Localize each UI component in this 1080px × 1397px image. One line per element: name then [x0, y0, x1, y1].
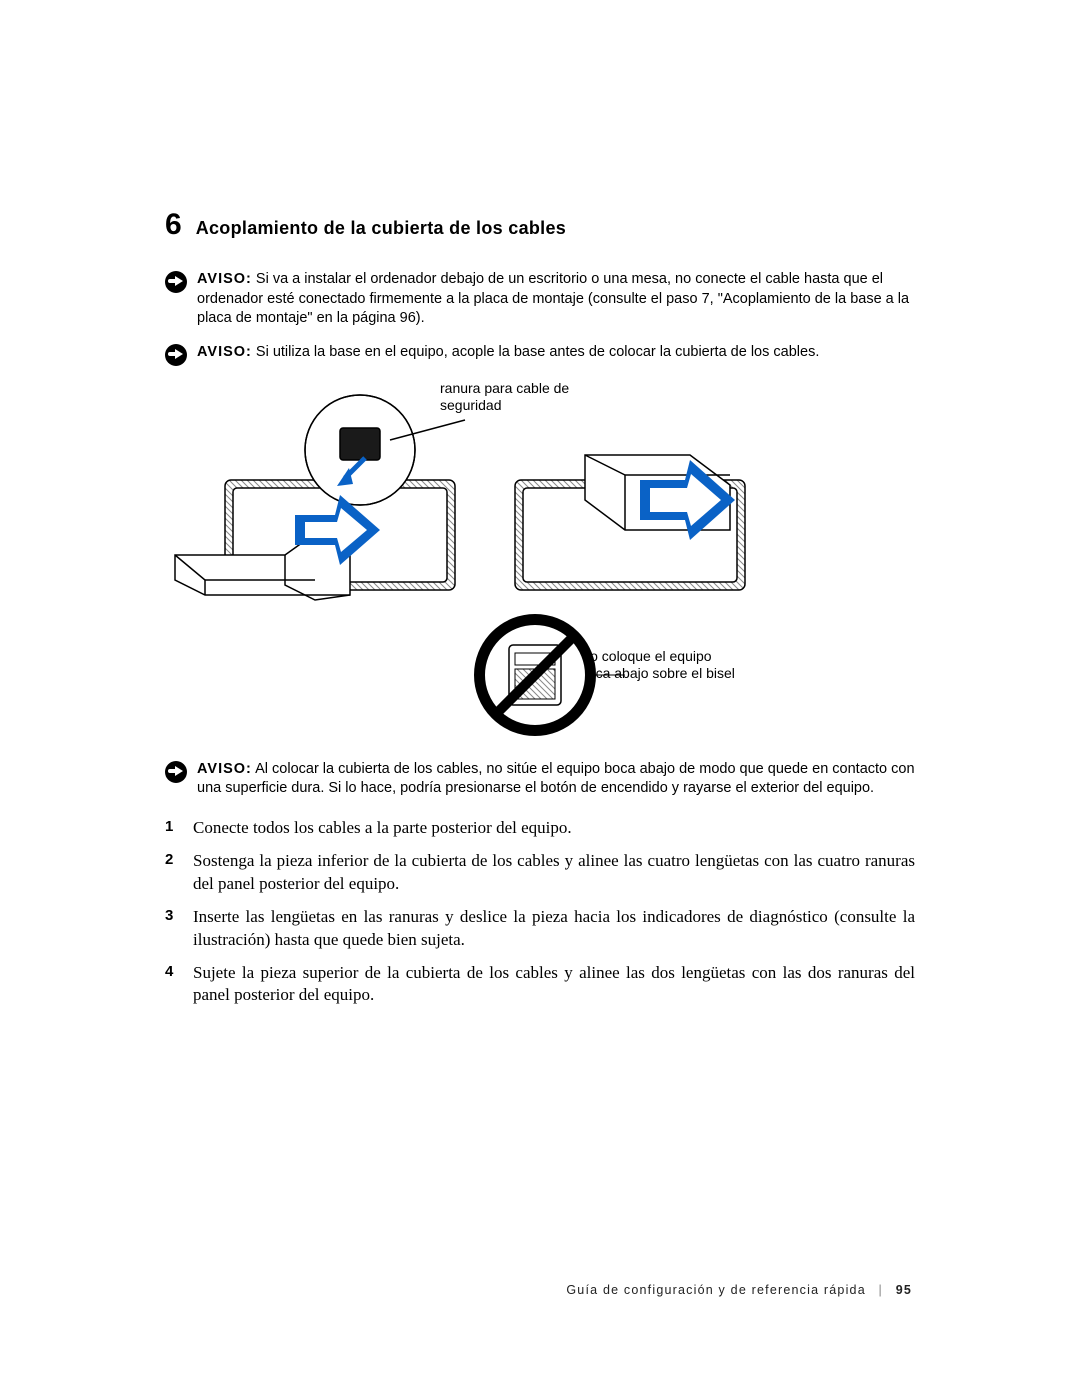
- notice-text: AVISO: Al colocar la cubierta de los cab…: [197, 760, 915, 799]
- list-number: 2: [165, 850, 193, 896]
- footer-separator: |: [879, 1283, 883, 1297]
- ordered-steps: 1 Conecte todos los cables a la parte po…: [165, 817, 915, 1008]
- list-number: 4: [165, 962, 193, 1008]
- footer-text: Guía de configuración y de referencia rá…: [566, 1283, 865, 1297]
- arrow-right-icon: [165, 761, 187, 783]
- step-header: 6 Acoplamiento de la cubierta de los cab…: [165, 210, 915, 240]
- notice-body: Al colocar la cubierta de los cables, no…: [197, 761, 915, 797]
- notice-block: AVISO: Si utiliza la base en el equipo, …: [165, 343, 915, 366]
- notice-label: AVISO:: [197, 344, 252, 360]
- list-item: 1 Conecte todos los cables a la parte po…: [165, 817, 915, 840]
- notice-label: AVISO:: [197, 761, 252, 777]
- notice-block: AVISO: Si va a instalar el ordenador deb…: [165, 270, 915, 329]
- list-item: 4 Sujete la pieza superior de la cubiert…: [165, 962, 915, 1008]
- list-text: Sujete la pieza superior de la cubierta …: [193, 962, 915, 1008]
- notice-text: AVISO: Si va a instalar el ordenador deb…: [197, 270, 915, 329]
- notice-label: AVISO:: [197, 271, 252, 287]
- arrow-right-icon: [165, 344, 187, 366]
- illustration: ranura para cable de seguridad No coloqu…: [165, 380, 915, 760]
- step-title: Acoplamiento de la cubierta de los cable…: [196, 218, 566, 239]
- list-item: 2 Sostenga la pieza inferior de la cubie…: [165, 850, 915, 896]
- page-footer: Guía de configuración y de referencia rá…: [566, 1283, 912, 1297]
- notice-text: AVISO: Si utiliza la base en el equipo, …: [197, 343, 819, 366]
- notice-block: AVISO: Al colocar la cubierta de los cab…: [165, 760, 915, 799]
- document-page: 6 Acoplamiento de la cubierta de los cab…: [0, 0, 1080, 1397]
- list-item: 3 Inserte las lengüetas en las ranuras y…: [165, 906, 915, 952]
- list-text: Sostenga la pieza inferior de la cubiert…: [193, 850, 915, 896]
- notice-body: Si utiliza la base en el equipo, acople …: [256, 344, 819, 360]
- list-number: 1: [165, 817, 193, 840]
- list-number: 3: [165, 906, 193, 952]
- list-text: Inserte las lengüetas en las ranuras y d…: [193, 906, 915, 952]
- list-text: Conecte todos los cables a la parte post…: [193, 817, 572, 840]
- page-number: 95: [896, 1283, 912, 1297]
- step-number: 6: [165, 210, 182, 240]
- notice-body: Si va a instalar el ordenador debajo de …: [197, 271, 909, 326]
- arrow-right-icon: [165, 271, 187, 293]
- diagram-svg: [165, 380, 915, 760]
